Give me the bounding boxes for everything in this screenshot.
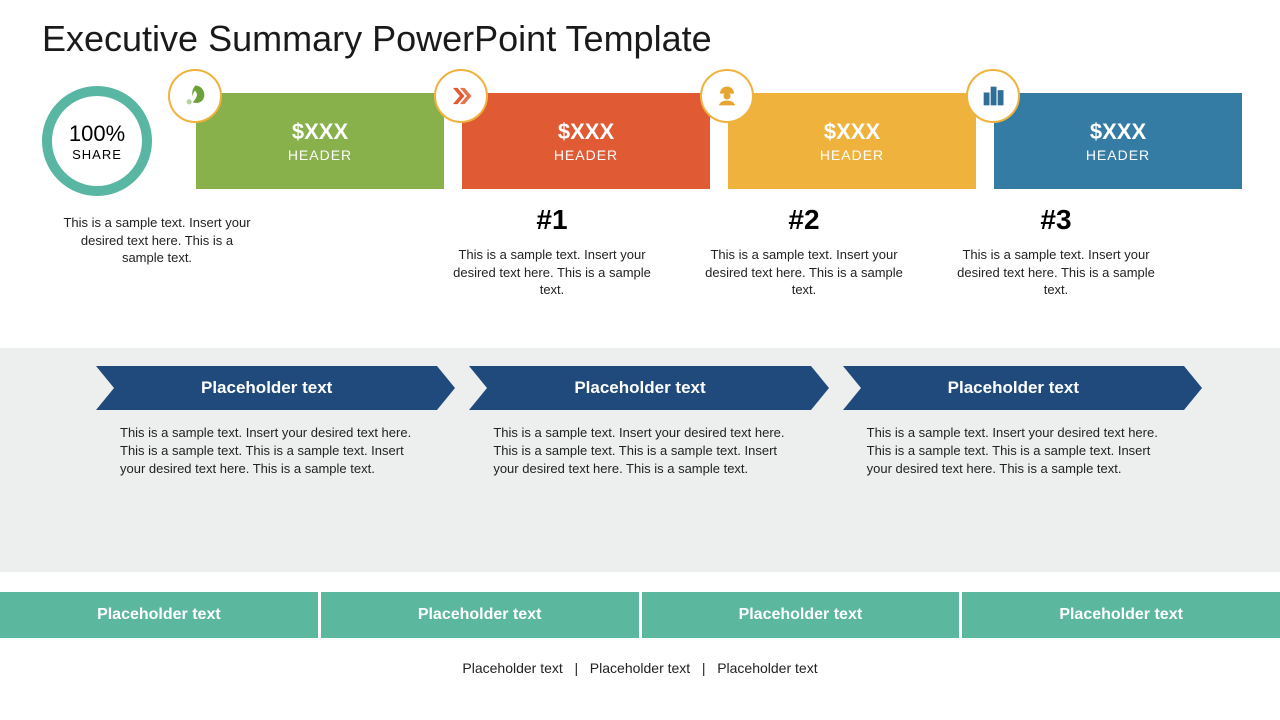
kpi-amount: $XXX	[558, 119, 614, 145]
rank-row: This is a sample text. Insert your desir…	[42, 204, 1242, 299]
share-circle: 100% SHARE	[42, 86, 152, 196]
kpi-card-3: $XXX HEADER	[728, 93, 976, 189]
kpi-card-2: $XXX HEADER	[462, 93, 710, 189]
rank-number: #1	[444, 204, 660, 236]
footer: Placeholder text | Placeholder text | Pl…	[0, 660, 1280, 676]
kpi-header: HEADER	[1086, 147, 1150, 163]
strip-cell: Placeholder text	[0, 592, 321, 638]
mid-text: This is a sample text. Insert your desir…	[96, 424, 437, 479]
strip-cell: Placeholder text	[962, 592, 1280, 638]
share-label: SHARE	[72, 147, 122, 162]
rank-col-0: This is a sample text. Insert your desir…	[42, 204, 272, 299]
kpi-amount: $XXX	[1090, 119, 1146, 145]
footer-item: Placeholder text	[462, 660, 562, 676]
spacer	[272, 204, 426, 299]
worker-icon	[700, 69, 754, 123]
rank-text: This is a sample text. Insert your desir…	[948, 246, 1164, 299]
footer-item: Placeholder text	[717, 660, 817, 676]
rank-col-3: #3 This is a sample text. Insert your de…	[930, 204, 1182, 299]
rank-col-1: #1 This is a sample text. Insert your de…	[426, 204, 678, 299]
leaf-icon	[168, 69, 222, 123]
arrow-bar: Placeholder text	[843, 366, 1184, 410]
kpi-card-4: $XXX HEADER	[994, 93, 1242, 189]
spacer	[1182, 204, 1242, 299]
rank-text: This is a sample text. Insert your desir…	[696, 246, 912, 299]
top-row: 100% SHARE $XXX HEADER $XXX HEADER $XXX …	[42, 86, 1242, 196]
mid-row: Placeholder text This is a sample text. …	[0, 348, 1280, 479]
rank-text: This is a sample text. Insert your desir…	[60, 214, 254, 267]
kpi-amount: $XXX	[824, 119, 880, 145]
arrow-bar: Placeholder text	[469, 366, 810, 410]
share-pct: 100%	[69, 121, 125, 147]
strip-cell: Placeholder text	[642, 592, 963, 638]
kpi-card-1: $XXX HEADER	[196, 93, 444, 189]
page-title: Executive Summary PowerPoint Template	[42, 18, 712, 60]
strip-cell: Placeholder text	[321, 592, 642, 638]
chevrons-icon	[434, 69, 488, 123]
footer-item: Placeholder text	[590, 660, 690, 676]
arrow-bar: Placeholder text	[96, 366, 437, 410]
rank-text: This is a sample text. Insert your desir…	[444, 246, 660, 299]
rank-col-2: #2 This is a sample text. Insert your de…	[678, 204, 930, 299]
mid-text: This is a sample text. Insert your desir…	[843, 424, 1184, 479]
mid-text: This is a sample text. Insert your desir…	[469, 424, 810, 479]
kpi-header: HEADER	[820, 147, 884, 163]
mid-section: Placeholder text This is a sample text. …	[0, 348, 1280, 572]
kpi-header: HEADER	[288, 147, 352, 163]
mid-col-2: Placeholder text This is a sample text. …	[469, 366, 810, 479]
green-strip: Placeholder text Placeholder text Placeh…	[0, 592, 1280, 638]
kpi-header: HEADER	[554, 147, 618, 163]
mid-col-1: Placeholder text This is a sample text. …	[96, 366, 437, 479]
rank-number: #3	[948, 204, 1164, 236]
kpi-amount: $XXX	[292, 119, 348, 145]
building-icon	[966, 69, 1020, 123]
mid-col-3: Placeholder text This is a sample text. …	[843, 366, 1184, 479]
rank-number: #2	[696, 204, 912, 236]
